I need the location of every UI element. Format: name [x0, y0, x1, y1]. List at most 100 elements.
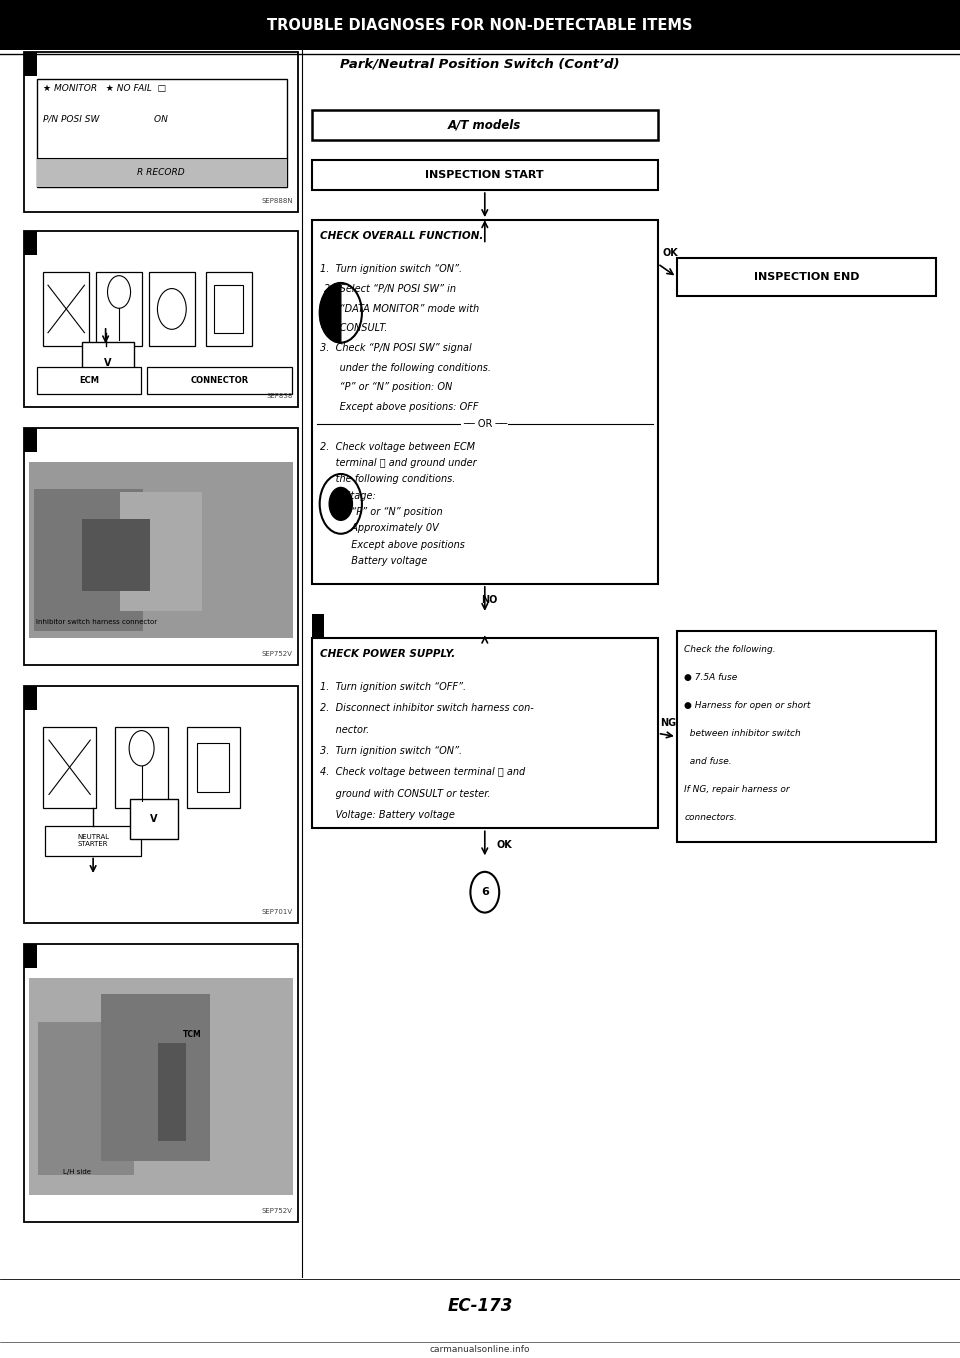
Bar: [312, 110, 658, 140]
Text: connectors.: connectors.: [684, 813, 737, 823]
Bar: [312, 220, 324, 244]
Text: between inhibitor switch: between inhibitor switch: [684, 729, 802, 739]
Text: terminal Ⓝ and ground under: terminal Ⓝ and ground under: [320, 458, 476, 469]
Text: Battery voltage: Battery voltage: [320, 555, 427, 566]
Text: “P” or “N” position: “P” or “N” position: [320, 507, 443, 517]
Bar: [24, 52, 298, 212]
Bar: [312, 220, 658, 584]
Text: ● 7.5A fuse: ● 7.5A fuse: [684, 674, 737, 682]
Bar: [312, 160, 658, 190]
Text: Park/Neutral Position Switch (Cont’d): Park/Neutral Position Switch (Cont’d): [340, 57, 620, 71]
Bar: [312, 614, 324, 638]
Text: 1.  Turn ignition switch “ON”.: 1. Turn ignition switch “ON”.: [320, 265, 462, 274]
Text: 3.  Turn ignition switch “ON”.: 3. Turn ignition switch “ON”.: [320, 746, 462, 756]
Text: SEP888N: SEP888N: [261, 198, 293, 204]
Bar: [38, 1021, 134, 1175]
Bar: [312, 638, 658, 828]
Text: Except above positions: Except above positions: [320, 539, 465, 550]
Text: 4.  Check voltage between terminal Ⓝ and: 4. Check voltage between terminal Ⓝ and: [320, 767, 525, 777]
Text: the following conditions.: the following conditions.: [320, 474, 455, 485]
Text: nector.: nector.: [320, 725, 369, 735]
Bar: [0, 0, 960, 50]
Text: Voltage: Battery voltage: Voltage: Battery voltage: [320, 809, 454, 820]
Bar: [45, 826, 141, 856]
Bar: [82, 342, 134, 383]
Text: ● Harness for open or short: ● Harness for open or short: [684, 701, 811, 710]
Bar: [24, 686, 37, 710]
Bar: [24, 686, 298, 923]
Bar: [206, 272, 252, 346]
Text: 3.  Check “P/N POSI SW” signal: 3. Check “P/N POSI SW” signal: [320, 344, 471, 353]
Bar: [187, 727, 240, 808]
Text: Inhibitor switch harness connector: Inhibitor switch harness connector: [36, 619, 156, 625]
Text: INSPECTION START: INSPECTION START: [425, 170, 544, 181]
Bar: [115, 727, 168, 808]
Text: CHECK POWER SUPPLY.: CHECK POWER SUPPLY.: [320, 649, 455, 659]
Bar: [96, 272, 142, 346]
Text: and fuse.: and fuse.: [684, 758, 732, 766]
Bar: [120, 492, 202, 611]
Text: NEUTRAL
STARTER: NEUTRAL STARTER: [77, 834, 109, 847]
Text: SEP752V: SEP752V: [262, 1209, 293, 1214]
Text: V: V: [150, 813, 157, 824]
Bar: [677, 631, 936, 842]
Bar: [24, 231, 298, 407]
Text: NG: NG: [660, 718, 677, 728]
Text: V: V: [104, 357, 111, 368]
Bar: [34, 489, 143, 631]
Bar: [24, 428, 298, 665]
Circle shape: [329, 488, 352, 520]
Text: CONNECTOR: CONNECTOR: [190, 376, 249, 384]
Text: 1.  Turn ignition switch “OFF”.: 1. Turn ignition switch “OFF”.: [320, 682, 466, 691]
Text: OK: OK: [496, 839, 512, 850]
Text: “P” or “N” position: ON: “P” or “N” position: ON: [324, 382, 453, 392]
Text: L/H side: L/H side: [62, 1169, 91, 1175]
Bar: [24, 428, 37, 452]
Text: Except above positions: OFF: Except above positions: OFF: [324, 402, 479, 411]
Text: INSPECTION END: INSPECTION END: [754, 272, 859, 282]
Text: P/N POSI SW                   ON: P/N POSI SW ON: [43, 114, 168, 124]
Bar: [29, 978, 293, 1195]
Text: R RECORD: R RECORD: [137, 168, 184, 177]
Text: 2.  Check voltage between ECM: 2. Check voltage between ECM: [320, 441, 474, 452]
Wedge shape: [320, 282, 341, 342]
Bar: [45, 826, 141, 856]
Bar: [147, 367, 292, 394]
Bar: [24, 52, 37, 76]
Bar: [82, 519, 150, 591]
Bar: [214, 285, 243, 333]
Text: Check the following.: Check the following.: [684, 645, 776, 655]
Bar: [37, 79, 287, 187]
Bar: [101, 994, 210, 1161]
Text: under the following conditions.: under the following conditions.: [324, 363, 492, 372]
Bar: [43, 727, 96, 808]
Text: ground with CONSULT or tester.: ground with CONSULT or tester.: [320, 789, 491, 799]
Text: A/T models: A/T models: [448, 118, 521, 132]
Text: ★ MONITOR   ★ NO FAIL  □: ★ MONITOR ★ NO FAIL □: [43, 84, 166, 94]
Text: 6: 6: [481, 887, 489, 898]
Text: CONSULT.: CONSULT.: [324, 323, 388, 333]
Bar: [677, 258, 936, 296]
Text: Approximately 0V: Approximately 0V: [320, 523, 439, 534]
Text: TCM: TCM: [182, 1029, 202, 1039]
Bar: [43, 272, 89, 346]
Text: NO: NO: [481, 595, 498, 604]
Bar: [37, 158, 287, 187]
Bar: [37, 367, 141, 394]
Bar: [149, 272, 195, 346]
Bar: [197, 743, 229, 792]
Text: SEP701V: SEP701V: [262, 910, 293, 915]
Bar: [130, 799, 178, 839]
Text: 2.  Select “P/N POSI SW” in: 2. Select “P/N POSI SW” in: [324, 284, 457, 295]
Bar: [24, 231, 37, 255]
Text: carmanualsonline.info: carmanualsonline.info: [430, 1346, 530, 1354]
Text: EC-173: EC-173: [447, 1297, 513, 1316]
Text: 2.  Disconnect inhibitor switch harness con-: 2. Disconnect inhibitor switch harness c…: [320, 703, 534, 713]
Bar: [29, 462, 293, 638]
Text: ── OR ──: ── OR ──: [463, 418, 507, 429]
Bar: [158, 1043, 185, 1141]
Text: “DATA MONITOR” mode with: “DATA MONITOR” mode with: [324, 304, 480, 314]
Text: SEP752V: SEP752V: [262, 652, 293, 657]
Bar: [24, 944, 37, 968]
Text: OK: OK: [662, 249, 678, 258]
